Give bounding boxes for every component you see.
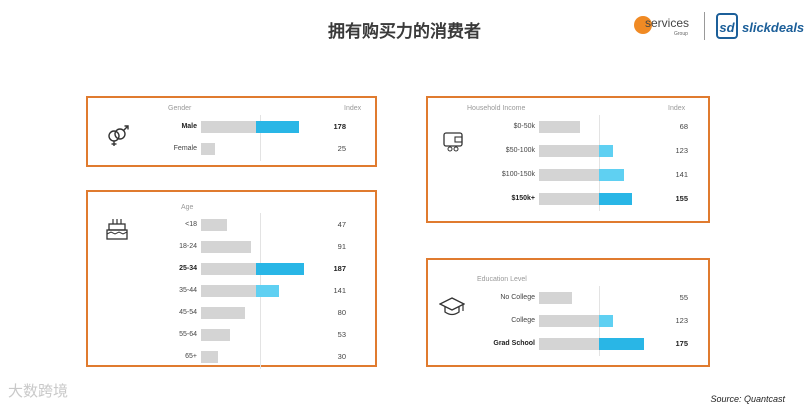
- bar-gray-segment: [539, 169, 599, 181]
- bar-row: $0-50k 68: [428, 121, 708, 133]
- bar-gray-segment: [539, 145, 599, 157]
- bar-gray-segment: [201, 219, 227, 231]
- bar-gray-segment: [539, 193, 599, 205]
- category-label: No College: [500, 294, 535, 301]
- bar-gray-segment: [539, 338, 599, 350]
- value-label: 55: [679, 293, 688, 302]
- gender-icon: [108, 125, 129, 146]
- value-label: 178: [333, 122, 346, 131]
- bar-over-index-segment: [599, 145, 613, 157]
- category-label: College: [511, 317, 535, 324]
- value-label: 68: [679, 122, 688, 131]
- slickdeals-text: slickdeals: [742, 20, 805, 35]
- bar-gray-segment: [539, 121, 580, 133]
- bar-row: Grad School 175: [428, 338, 708, 350]
- value-label: 155: [675, 194, 688, 203]
- category-label: <18: [185, 221, 197, 228]
- eservices-logo-group: Group: [674, 31, 688, 37]
- bar-row: 35-44 141: [88, 285, 375, 297]
- chart-header: Household Income: [467, 105, 526, 112]
- category-label: $100-150k: [501, 171, 535, 178]
- value-header: Index: [668, 105, 686, 112]
- bar-row: Female 25: [88, 143, 375, 155]
- bar-gray-segment: [201, 121, 256, 133]
- bar-row: $150k+ 155: [428, 193, 708, 205]
- bar-row: 65+ 30: [88, 351, 375, 363]
- bar-row: 55-64 53: [88, 329, 375, 341]
- value-label: 25: [337, 144, 346, 153]
- category-label: 25-34: [179, 265, 197, 272]
- watermark-text: 大数跨境: [8, 382, 69, 400]
- wallet-icon: [443, 132, 463, 152]
- bar-row: $100-150k 141: [428, 169, 708, 181]
- value-header: Index: [344, 105, 362, 112]
- bar-row: No College 55: [428, 292, 708, 304]
- bar-gray-segment: [539, 292, 572, 304]
- page-title: 拥有购买力的消费者: [328, 22, 481, 42]
- category-label: Female: [173, 145, 197, 152]
- bar-gray-segment: [201, 329, 231, 341]
- education-level-panel: Education Level No College 55 College 123 Gra…: [426, 258, 710, 367]
- bar-gray-segment: [201, 241, 252, 253]
- bar-row: College 123: [428, 315, 708, 327]
- category-label: 65+: [185, 353, 197, 360]
- bar-over-index-segment: [256, 121, 299, 133]
- category-label: Grad School: [493, 340, 535, 347]
- logo-divider: [704, 12, 705, 40]
- category-label: $0-50k: [513, 123, 535, 130]
- value-label: 123: [675, 316, 688, 325]
- bar-over-index-segment: [256, 263, 304, 275]
- bar-gray-segment: [201, 263, 256, 275]
- eservices-logo-text: services: [645, 16, 690, 30]
- category-label: Male: [181, 123, 197, 130]
- eservices-logo-mark: [634, 16, 652, 34]
- value-label: 53: [337, 330, 346, 339]
- category-label: $150k+: [511, 195, 535, 202]
- bar-row: 18-24 91: [88, 241, 375, 253]
- bar-over-index-segment: [599, 169, 624, 181]
- bar-row: <18 47: [88, 219, 375, 231]
- bar-gray-segment: [201, 351, 218, 363]
- category-label: 45-54: [179, 309, 197, 316]
- bar-gray-segment: [201, 285, 256, 297]
- household-income-panel: Household Income Index $0-50k 68 $50-100k 123…: [426, 96, 710, 223]
- bar-over-index-segment: [599, 193, 632, 205]
- value-label: 187: [333, 264, 346, 273]
- cake-icon: [106, 219, 128, 240]
- bar-over-index-segment: [599, 315, 613, 327]
- category-label: $50-100k: [505, 147, 535, 154]
- value-label: 123: [675, 146, 688, 155]
- chart-header: Education Level: [477, 276, 527, 283]
- bar-gray-segment: [201, 307, 245, 319]
- bar-row: 45-54 80: [88, 307, 375, 319]
- eservices-logo: services Group: [634, 14, 694, 40]
- value-label: 91: [337, 242, 346, 251]
- bar-over-index-segment: [599, 338, 644, 350]
- category-label: 18-24: [179, 243, 197, 250]
- slickdeals-logo: sd slickdeals: [716, 13, 804, 41]
- value-label: 141: [333, 286, 346, 295]
- chart-header: Age: [181, 204, 194, 211]
- bar-gray-segment: [201, 143, 215, 155]
- value-label: 80: [337, 308, 346, 317]
- graduation-cap-icon: [439, 297, 465, 316]
- age-panel: Age <18 47 18-24 91 25-34 187 35-44 141 45-54 80 55…: [86, 190, 377, 369]
- bar-row: Male 178: [88, 121, 375, 133]
- category-label: 35-44: [179, 287, 197, 294]
- value-label: 175: [675, 339, 688, 348]
- bar-gray-segment: [539, 315, 599, 327]
- bar-row: $50-100k 123: [428, 145, 708, 157]
- chart-header: Gender: [168, 105, 192, 112]
- value-label: 47: [337, 220, 346, 229]
- value-label: 141: [675, 170, 688, 179]
- source-caption: Source: Quantcast: [710, 394, 785, 404]
- baseline-line: [599, 115, 600, 211]
- bar-row: 25-34 187: [88, 263, 375, 275]
- bar-over-index-segment: [256, 285, 279, 297]
- category-label: 55-64: [179, 331, 197, 338]
- baseline-line: [260, 115, 261, 161]
- value-label: 30: [337, 352, 346, 361]
- slickdeals-badge: sd: [716, 13, 738, 39]
- gender-panel: Gender Index Male 178 Female 25: [86, 96, 377, 167]
